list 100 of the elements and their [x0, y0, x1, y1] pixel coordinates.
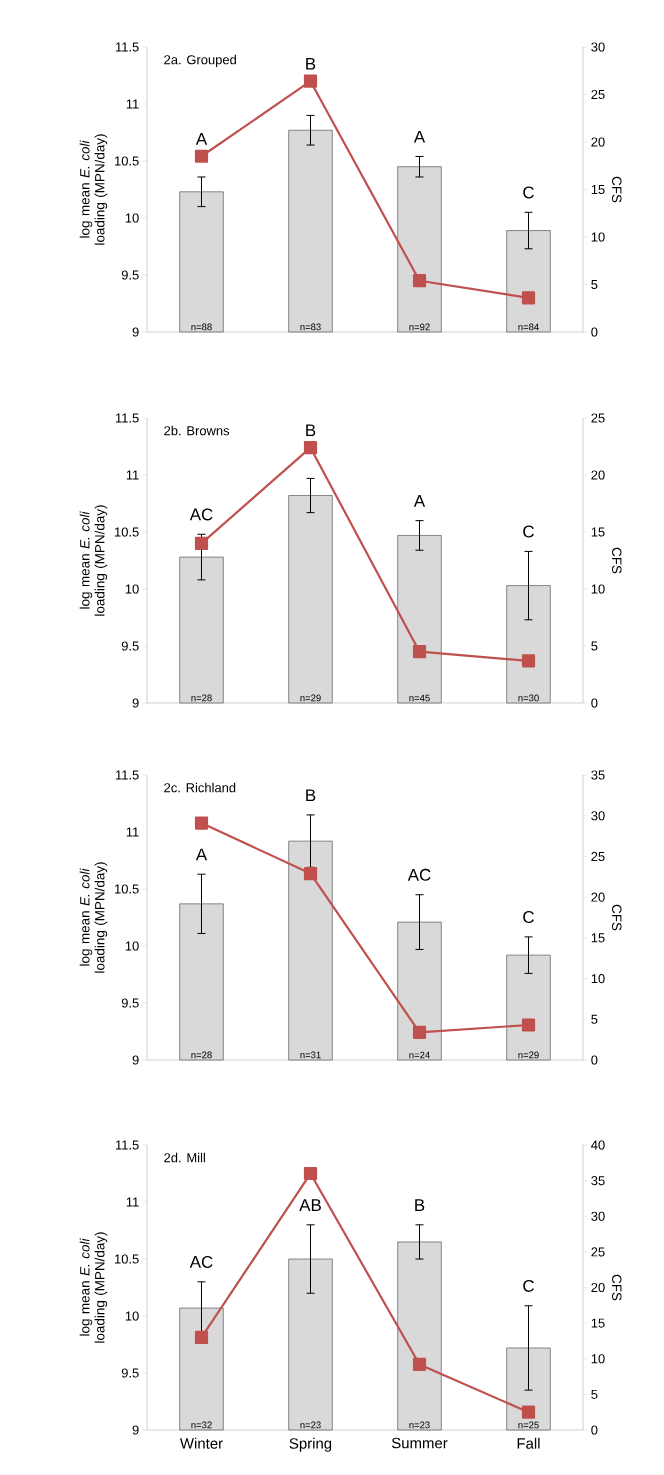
- point: [194, 816, 209, 830]
- x-tick-label: Summer: [391, 1437, 448, 1449]
- point: [194, 1330, 209, 1344]
- y-tick-label: 9: [132, 327, 139, 337]
- annotation: C: [523, 186, 534, 199]
- annotation: AC: [189, 1255, 213, 1268]
- y-tick-label: 10.5: [115, 527, 139, 537]
- y2-tick-label: 5: [591, 641, 598, 651]
- y-tick-label: 11.5: [115, 413, 139, 423]
- y2-tick-label: 15: [591, 527, 605, 537]
- chart-title: 2d. Mill: [164, 1152, 205, 1163]
- point: [303, 866, 318, 881]
- annotation: A: [413, 130, 426, 143]
- point: [303, 1166, 318, 1181]
- y-tick-label: 10.5: [115, 1254, 139, 1264]
- x-tick-label: Fall: [517, 1437, 540, 1449]
- annotation: n=88: [191, 323, 212, 331]
- annotation: C: [523, 525, 534, 538]
- point: [194, 149, 209, 163]
- annotation: n=92: [409, 323, 430, 331]
- annotation: A: [413, 495, 426, 507]
- y2-axis-title: CFS: [612, 1274, 622, 1301]
- y-tick-label: 9.5: [121, 1368, 139, 1378]
- point: [412, 1025, 427, 1039]
- annotation: n=84: [518, 323, 539, 331]
- y-tick-label: 11: [126, 1197, 139, 1207]
- y2-tick-label: 5: [591, 280, 598, 290]
- y2-tick-label: 20: [591, 470, 605, 480]
- point: [521, 1405, 536, 1419]
- annotation: n=29: [518, 1051, 539, 1059]
- text: 2a. Grouped: [164, 54, 236, 67]
- point: [521, 654, 536, 668]
- point: [412, 1357, 427, 1372]
- y2-axis-title: CFS: [612, 547, 622, 574]
- y-tick-label: 10.5: [115, 156, 139, 166]
- point: [412, 274, 427, 288]
- y-tick-label: 10.5: [115, 884, 139, 894]
- annotation: n=23: [409, 1421, 430, 1429]
- y2-tick-label: 40: [591, 1140, 605, 1150]
- annotation: B: [415, 1199, 425, 1211]
- annotation: n=28: [191, 694, 212, 702]
- point: [521, 291, 536, 305]
- y-tick-label: 11: [126, 99, 139, 109]
- point: [521, 1018, 536, 1032]
- y2-tick-label: 10: [591, 1354, 605, 1364]
- point: [194, 536, 209, 551]
- y2-tick-label: 0: [591, 1055, 598, 1065]
- y2-tick-label: 30: [591, 42, 605, 52]
- y2-tick-label: 15: [591, 933, 605, 943]
- y-tick-label: 11.5: [115, 770, 139, 780]
- x-tick-label: Winter: [179, 1437, 223, 1449]
- annotation: C: [523, 911, 534, 924]
- point: [412, 645, 427, 659]
- annotation: n=28: [191, 1051, 212, 1059]
- chart-title: 2b. Browns: [164, 425, 230, 436]
- y2-axis-title: CFS: [612, 904, 622, 931]
- y-tick-label: 10: [125, 584, 139, 594]
- y2-tick-label: 0: [591, 698, 598, 708]
- y2-tick-label: 20: [591, 137, 605, 147]
- y2-tick-label: 15: [591, 1318, 605, 1328]
- y2-tick-label: 10: [591, 974, 605, 984]
- y2-tick-label: 20: [591, 1282, 605, 1293]
- point: [303, 74, 318, 88]
- annotation: AC: [407, 868, 431, 881]
- annotation: B: [306, 57, 316, 70]
- y2-tick-label: 10: [591, 232, 605, 242]
- y2-tick-label: 10: [591, 584, 605, 594]
- point: [303, 441, 318, 455]
- y-tick-label: 9.5: [121, 641, 139, 651]
- y2-tick-label: 25: [591, 851, 605, 862]
- y2-tick-label: 30: [591, 1211, 605, 1221]
- y2-tick-label: 20: [591, 892, 605, 902]
- y-tick-label: 9: [132, 1425, 139, 1435]
- annotation: AB: [299, 1199, 321, 1211]
- annotation: B: [306, 424, 316, 437]
- chart-title: 2c. Richland: [164, 782, 236, 793]
- y-tick-label: 9.5: [121, 998, 139, 1008]
- y2-axis-title: CFS: [612, 176, 622, 203]
- y2-tick-label: 35: [591, 770, 605, 780]
- y-tick-label: 10: [125, 1311, 139, 1321]
- y-tick-label: 9.5: [121, 270, 139, 280]
- y-tick-label: 9: [132, 1055, 139, 1065]
- annotation: C: [523, 1279, 534, 1292]
- annotation: n=24: [409, 1051, 430, 1059]
- y2-tick-label: 15: [591, 185, 605, 195]
- y-tick-label: 10: [125, 213, 139, 223]
- annotation: n=29: [300, 694, 321, 702]
- y-tick-label: 11.5: [115, 42, 139, 52]
- annotation: n=30: [518, 694, 539, 702]
- annotation: n=83: [300, 323, 321, 331]
- annotation: n=45: [409, 694, 430, 702]
- annotation: n=23: [300, 1421, 321, 1429]
- y-tick-label: 9: [132, 698, 139, 708]
- y2-tick-label: 25: [591, 89, 605, 100]
- y2-tick-label: 35: [591, 1176, 605, 1186]
- annotation: A: [195, 848, 208, 861]
- annotation: n=31: [300, 1051, 321, 1059]
- y2-tick-label: 25: [591, 1247, 605, 1257]
- annotation: A: [195, 133, 208, 145]
- y2-tick-label: 0: [591, 1425, 598, 1435]
